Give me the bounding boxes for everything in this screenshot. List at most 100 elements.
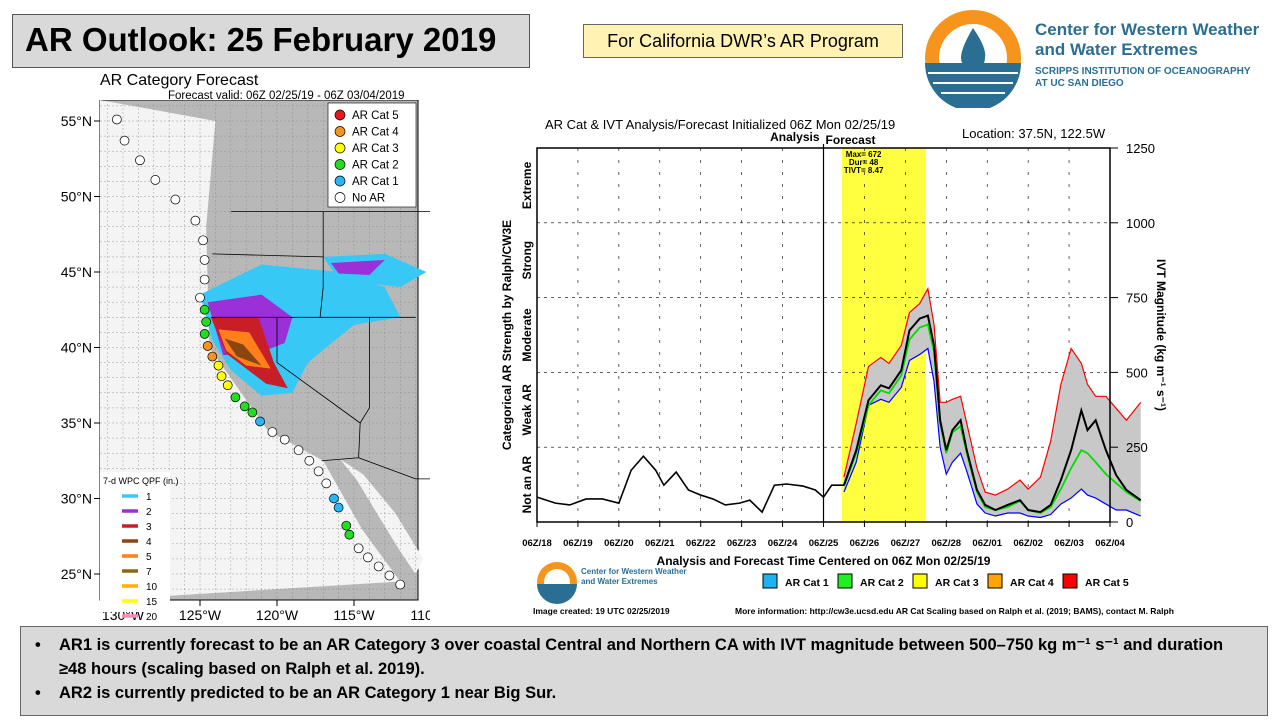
ar-legend-swatch (334, 192, 346, 203)
x-tick-label: 06Z/04 (1095, 538, 1125, 549)
y-tick-label: 1000 (1126, 216, 1155, 231)
org-name-1: Center for Western Weather (1035, 20, 1260, 39)
y-axis-label-left: Categorical AR Strength by Ralph/CW3E (500, 220, 514, 450)
x-tick-label: 06Z/03 (1054, 538, 1084, 549)
qpf-legend-label: 3 (146, 522, 152, 533)
x-tick-label: 06Z/20 (604, 538, 634, 549)
legend-label: AR Cat 3 (935, 577, 979, 589)
org-sub-2: AT UC SAN DIEGO (1035, 78, 1124, 89)
ar-category-point (247, 407, 258, 418)
lon-label: 125°W (179, 607, 222, 623)
chart-location: Location: 37.5N, 122.5W (962, 126, 1106, 141)
x-tick-label: 06Z/25 (809, 538, 839, 549)
border-or-id (319, 256, 324, 318)
strength-band-label: Not an AR (520, 455, 534, 513)
lat-label: 45°N (61, 264, 92, 280)
y-tick-label: 250 (1126, 440, 1148, 455)
ar-category-point (341, 520, 352, 531)
ar-category-point (395, 579, 406, 590)
ar-legend-swatch (334, 175, 346, 187)
lat-label: 30°N (61, 491, 92, 507)
ar-legend-swatch (334, 159, 346, 170)
logo-water (537, 584, 577, 604)
forecast-median-line (843, 323, 1142, 514)
qpf-legend-title: 7-d WPC QPF (in.) (103, 476, 179, 486)
lon-label: 110°W (410, 607, 430, 623)
strength-band-label: Strong (520, 241, 534, 280)
qpf-legend-label: 7 (146, 567, 152, 578)
strength-band-label: Moderate (520, 308, 534, 362)
forecast-max-line (843, 286, 1142, 496)
lon-label: 120°W (256, 607, 299, 623)
lat-label: 55°N (61, 113, 92, 129)
ar-legend-label: No AR (352, 193, 385, 205)
ar-category-point (202, 341, 213, 351)
y-tick-label: 750 (1126, 291, 1148, 306)
lat-label: 25°N (61, 566, 92, 582)
x-tick-label: 06Z/01 (972, 538, 1002, 549)
chart-title: AR Cat & IVT Analysis/Forecast Initializ… (545, 117, 895, 132)
ar-category-point (333, 502, 344, 513)
logo-text: Center for Western Weather (581, 567, 687, 576)
x-tick-label: 06Z/19 (563, 538, 593, 549)
cw3e-logo: Center for Western Weather and Water Extr… (923, 8, 1273, 111)
bullet-item: AR2 is currently predicted to be an AR C… (35, 681, 1253, 705)
map-title: AR Category Forecast (100, 72, 259, 89)
more-info: More information: http://cw3e.ucsd.edu A… (735, 606, 1174, 616)
ar-category-point (199, 274, 210, 285)
qpf-area-4 (224, 338, 262, 366)
qpf-legend-label: 5 (146, 552, 152, 563)
y-tick-label: 0 (1126, 515, 1133, 530)
ar-category-point (207, 351, 218, 362)
bullet-item: AR1 is currently forecast to be an AR Ca… (35, 633, 1253, 681)
legend-label: AR Cat 4 (1010, 577, 1054, 589)
ar-legend-box (327, 102, 417, 208)
legend-label: AR Cat 2 (860, 577, 904, 589)
analysis-line (536, 454, 844, 514)
map-valid-time: Forecast valid: 06Z 02/25/19 - 06Z 03/04… (168, 90, 405, 102)
ar-category-point (344, 529, 355, 540)
y-axis-label-right: IVT Magnitude (kg m⁻¹ s⁻¹) (1154, 259, 1168, 411)
page-title: AR Outlook: 25 February 2019 (12, 14, 530, 68)
ensemble-envelope (843, 288, 1141, 518)
y-tick-label: 1250 (1126, 141, 1155, 156)
x-tick-label: 06Z/28 (931, 538, 961, 549)
legend-swatch (912, 573, 928, 589)
qpf-legend-label: 2 (146, 507, 152, 518)
ar-category-point (321, 478, 332, 489)
ar-category-point (198, 235, 208, 246)
ar-category-point (255, 416, 265, 427)
cw3e-logo-icon (925, 10, 1021, 111)
ocean (100, 100, 401, 600)
ar-category-point (304, 455, 315, 466)
lon-label: 115°W (333, 607, 375, 623)
ar-category-point (384, 570, 395, 581)
analysis-label: Analysis (770, 130, 820, 144)
ar-category-point (190, 215, 201, 226)
ar-category-point (313, 466, 324, 477)
ar-category-point (170, 194, 181, 205)
ar-category-point (135, 155, 145, 166)
legend-label: AR Cat 5 (1085, 577, 1129, 589)
qpf-legend-label: 1 (146, 492, 152, 503)
x-tick-label: 06Z/18 (522, 538, 552, 549)
ar-legend-label: AR Cat 3 (352, 143, 399, 155)
ar-legend-label: AR Cat 4 (352, 127, 399, 139)
forecast-label: Forecast (826, 133, 876, 147)
ar-legend-label: AR Cat 2 (352, 160, 399, 172)
lat-label: 40°N (61, 340, 92, 356)
ar-category-point (199, 304, 210, 315)
ar-category-point (195, 292, 205, 303)
logo-text: and Water Extremes (581, 577, 658, 586)
border-mexico (358, 457, 430, 480)
qpf-legend-label: 15 (146, 597, 158, 608)
ar-category-point (353, 543, 364, 554)
ar-category-point (111, 114, 122, 125)
y-tick-label: 500 (1126, 365, 1148, 380)
x-tick-label: 06Z/27 (891, 538, 921, 549)
legend-swatch (837, 573, 853, 589)
ar-category-point (119, 135, 130, 146)
qpf-area-2 (330, 259, 385, 276)
qpf-legend-label: 10 (146, 582, 158, 593)
gulf-of-california (340, 459, 424, 574)
